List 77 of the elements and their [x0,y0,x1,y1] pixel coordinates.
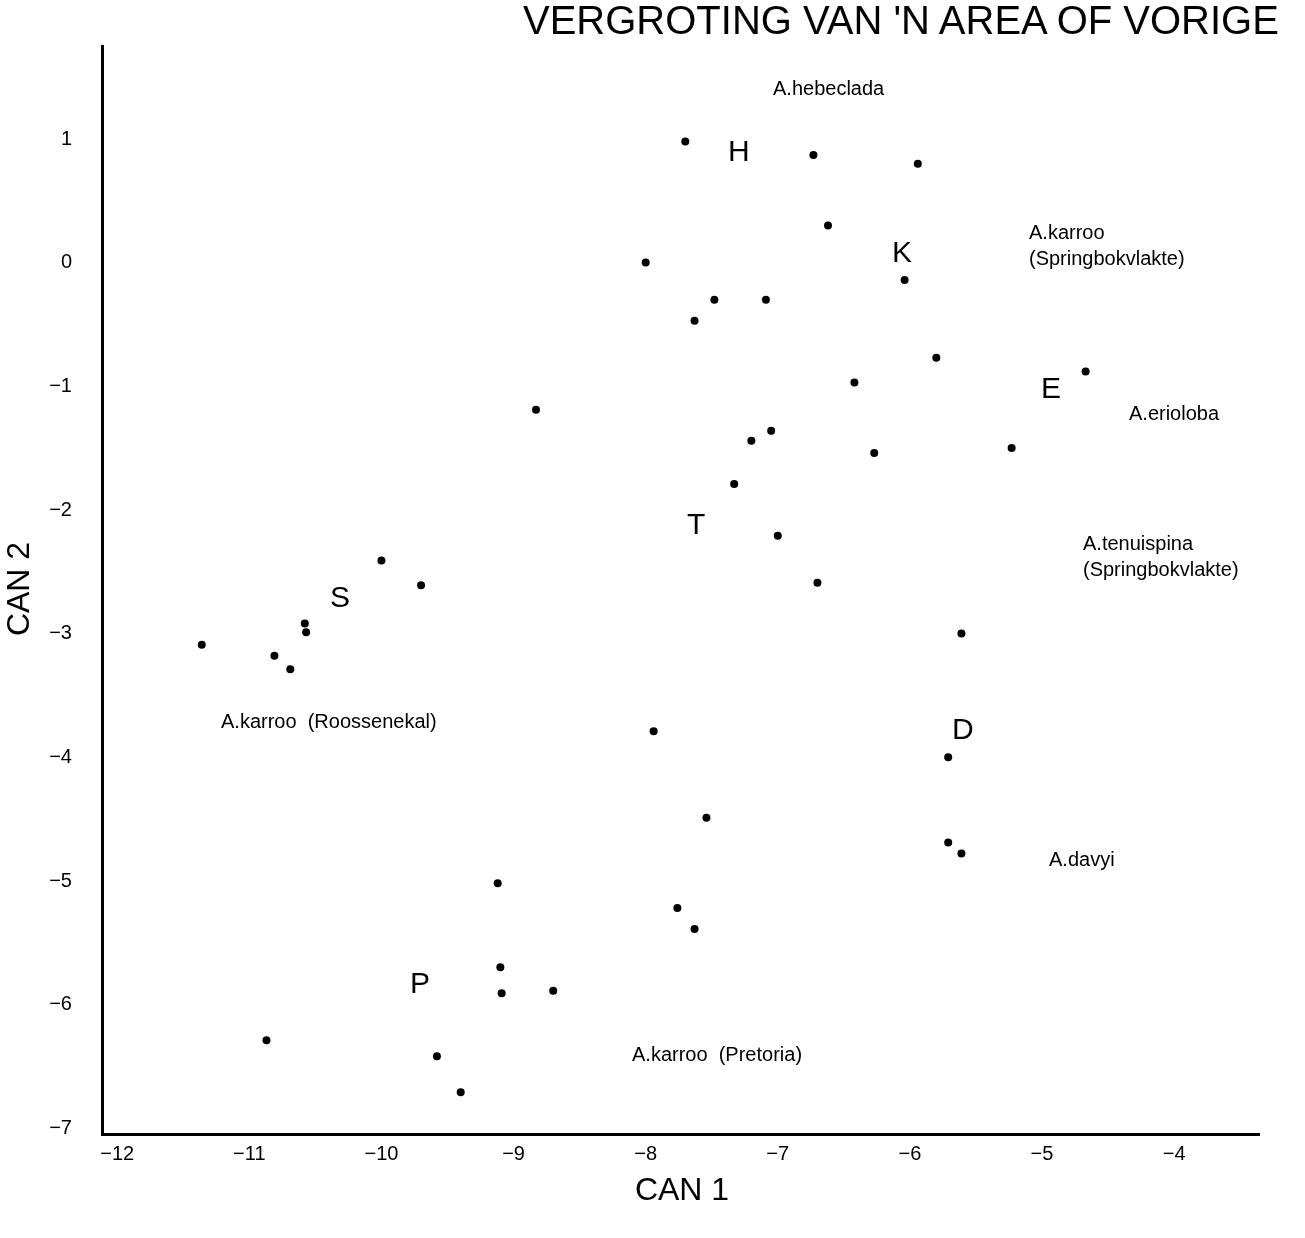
series-label: P [410,966,431,999]
y-tick-label: −2 [49,497,72,520]
point [944,838,953,847]
y-tick-label: −4 [49,744,72,767]
y-tick-label: −6 [49,992,72,1015]
point [493,879,502,888]
point [496,963,505,972]
point [809,151,818,160]
point [900,275,909,284]
chart-title: VERGROTING VAN 'N AREA OF VORIGE [522,0,1279,43]
point [944,753,953,762]
point [286,665,295,674]
x-tick-label: −9 [502,1142,525,1164]
series-label: H [728,134,750,167]
point [432,1052,441,1061]
point [710,295,719,304]
x-axis-title: CAN 1 [634,1170,730,1207]
point [456,1088,465,1097]
point [270,651,279,660]
x-tick-label: −8 [634,1142,658,1164]
x-tick-label: −5 [1030,1142,1054,1164]
annotation: A.karroo (Roossenekal) [221,710,437,732]
annotation: A.erioloba [1129,402,1220,424]
point [850,378,859,387]
point [417,581,426,590]
point [767,426,776,435]
x-tick-label: −7 [766,1142,790,1164]
y-tick-label: −7 [49,1115,72,1138]
x-tick-label: −6 [898,1142,922,1164]
x-tick-label: −12 [100,1142,135,1164]
annotation: A.karroo (Pretoria) [632,1043,803,1065]
y-tick-label: 1 [60,126,72,149]
series-label: K [892,235,913,268]
point [641,258,650,267]
y-axis-title: CAN 2 [0,541,36,637]
point [300,619,309,628]
point [747,436,756,445]
point [549,986,558,995]
point [813,578,822,587]
point [673,903,682,912]
point [497,989,506,998]
point [1007,444,1016,453]
x-tick-label: −10 [364,1142,399,1164]
point [1081,367,1090,376]
point [823,221,832,230]
point [957,849,966,858]
point [690,316,699,325]
point [870,449,879,457]
point [197,640,206,649]
point [730,479,739,488]
point [262,1036,271,1045]
point [690,925,699,933]
annotation: A.tenuispina (Springbokvlakte) [1083,532,1239,580]
point [932,353,941,362]
annotation: A.hebeclada [773,77,886,99]
point [681,137,690,146]
point [773,531,782,540]
y-tick-label: −1 [49,374,72,396]
x-tick-label: −4 [1162,1142,1186,1164]
annotation: A.karroo (Springbokvlakte) [1029,221,1185,269]
point [377,556,386,565]
series-label: T [687,507,706,540]
x-tick-label: −11 [233,1142,266,1164]
y-tick-label: −5 [49,868,72,891]
point [532,405,541,414]
annotation: A.davyi [1049,848,1115,870]
point [702,813,711,822]
point [302,628,311,637]
point [649,727,658,736]
point [913,159,922,168]
point [761,295,770,304]
series-label: S [330,580,351,613]
y-tick-label: 0 [60,250,72,273]
y-tick-label: −3 [49,621,72,644]
series-label: E [1041,371,1062,404]
series-label: D [952,712,974,745]
point [957,629,966,638]
